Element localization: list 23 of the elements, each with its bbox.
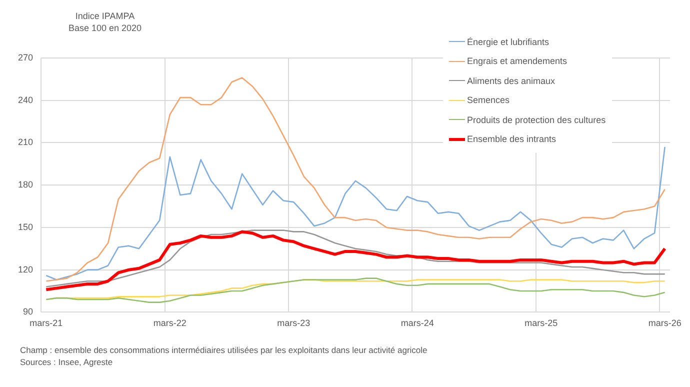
y-tick-label: 150 (18, 222, 34, 232)
y-tick-label: 90 (23, 306, 34, 317)
legend-label: Semences (467, 95, 510, 106)
y-tick-label: 210 (18, 137, 34, 148)
x-tick-label: mars-21 (30, 318, 63, 328)
x-tick-label: mars-26 (648, 318, 682, 328)
text: Champ : ensemble des consommations intermédiaires utilisées par les exploitants dans leur activité agricole (20, 344, 428, 356)
chart-title: Indice IPAMPA (74, 10, 136, 22)
legend-label: Énergie et lubrifiants (467, 36, 550, 47)
chart-subtitle: Base 100 en 2020 (67, 22, 143, 34)
x-tick-label: mars-24 (400, 318, 434, 328)
y-tick-label: 270 (18, 52, 34, 62)
source-note: Sources : Insee, Agreste (20, 356, 114, 368)
y-tick-label: 120 (18, 264, 34, 274)
x-tick-label: mars-22 (153, 318, 186, 328)
legend-label: Engrais et amendements (467, 56, 568, 66)
x-tick-label: mars-25 (524, 318, 558, 328)
x-tick-label: mars-23 (277, 318, 310, 328)
legend-label: Aliments des animaux (467, 76, 556, 86)
y-tick-label: 180 (18, 180, 34, 190)
legend-label: Ensemble des intrants (467, 134, 556, 144)
y-tick-label: 240 (18, 94, 34, 105)
legend-label: Produits de protection des cultures (467, 114, 606, 125)
